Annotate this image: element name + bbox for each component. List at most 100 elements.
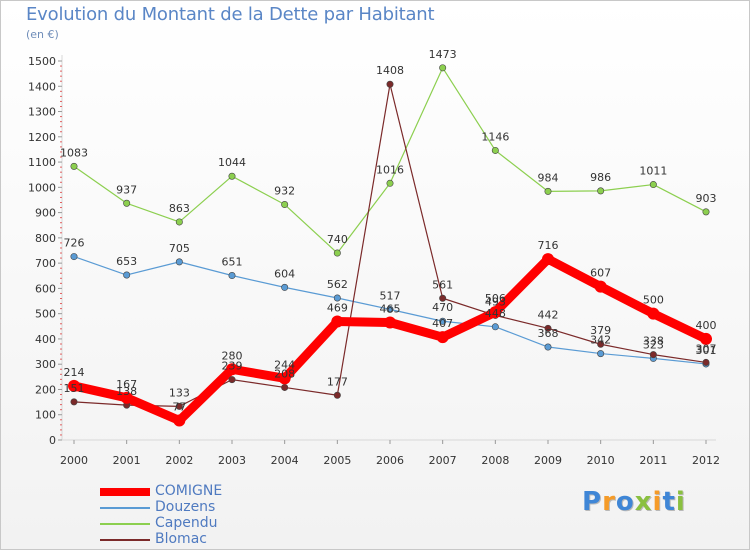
logo-letter: r (602, 487, 616, 517)
chart-subtitle: (en €) (26, 28, 59, 41)
data-label-comigne: 214 (64, 366, 85, 379)
data-label-blomac: 133 (169, 386, 190, 399)
data-label-comigne: 469 (327, 301, 348, 314)
y-tick-label: 300 (35, 358, 56, 371)
data-point-capendu (228, 172, 236, 180)
y-tick-label: 1000 (28, 181, 56, 194)
data-point-capendu (491, 146, 499, 154)
data-point-comigne (647, 307, 660, 320)
data-point-comigne (226, 363, 238, 376)
y-tick-label: 400 (35, 333, 56, 346)
series-line-capendu (73, 67, 707, 254)
data-point-blomac (597, 340, 605, 348)
data-label-blomac: 442 (538, 308, 559, 321)
data-label-comigne: 716 (538, 239, 559, 252)
data-label-capendu: 986 (590, 171, 611, 184)
data-point-comigne (384, 316, 396, 329)
data-label-comigne: 607 (590, 267, 611, 280)
data-label-comigne: 500 (643, 294, 664, 307)
data-point-blomac (281, 383, 289, 391)
y-tick-label: 700 (35, 257, 56, 270)
y-tick-label: 1100 (28, 156, 56, 169)
data-point-blomac (439, 294, 447, 302)
x-tick-label: 2003 (218, 454, 246, 467)
data-label-capendu: 1473 (429, 48, 457, 61)
data-point-comigne (68, 379, 80, 392)
y-tick-label: 200 (35, 383, 56, 396)
data-point-douzens (386, 305, 394, 313)
data-point-comigne (436, 331, 449, 344)
data-label-comigne: 506 (485, 292, 506, 305)
logo-letter: o (615, 487, 635, 517)
data-point-blomac (649, 351, 657, 359)
data-label-blomac: 379 (590, 324, 611, 337)
data-label-blomac: 138 (116, 385, 137, 398)
data-label-capendu: 740 (327, 233, 348, 246)
data-label-comigne: 407 (432, 317, 453, 330)
data-label-blomac: 239 (222, 360, 243, 373)
data-point-capendu (702, 208, 710, 216)
data-label-comigne: 465 (380, 303, 401, 316)
data-label-comigne: 280 (222, 349, 243, 362)
data-label-douzens: 517 (380, 289, 401, 302)
legend-label: Blomac (155, 531, 207, 547)
data-point-douzens (439, 317, 447, 325)
data-point-capendu (175, 218, 183, 226)
legend-swatch (100, 507, 150, 509)
x-tick-label: 2007 (429, 454, 457, 467)
x-tick-label: 2000 (60, 454, 88, 467)
x-tick-label: 2006 (376, 454, 404, 467)
y-tick-label: 800 (35, 232, 56, 245)
data-point-blomac (333, 391, 341, 399)
data-point-comigne (173, 414, 186, 427)
data-point-douzens (175, 258, 183, 266)
data-label-douzens: 562 (327, 278, 348, 291)
y-tick-label: 600 (35, 282, 56, 295)
x-tick-label: 2012 (692, 454, 720, 467)
data-point-comigne (278, 372, 291, 385)
y-tick-label: 1200 (28, 131, 56, 144)
data-label-douzens: 323 (643, 338, 664, 351)
x-tick-label: 2008 (481, 454, 509, 467)
data-label-douzens: 705 (169, 242, 190, 255)
data-label-blomac: 208 (274, 367, 295, 380)
data-label-douzens: 368 (538, 327, 559, 340)
data-label-douzens: 604 (274, 267, 295, 280)
data-point-comigne (489, 306, 502, 319)
y-tick-label: 1300 (28, 106, 56, 119)
x-tick-label: 2011 (639, 454, 667, 467)
y-tick-label: 500 (35, 308, 56, 321)
data-point-douzens (123, 271, 131, 279)
logo-letter: x (634, 487, 653, 517)
legend-swatch (100, 488, 150, 496)
data-point-blomac (70, 398, 78, 406)
data-point-blomac (175, 402, 183, 410)
data-label-capendu: 863 (169, 202, 190, 215)
data-point-comigne (700, 332, 712, 345)
legend-label: Douzens (155, 499, 216, 515)
data-point-capendu (333, 249, 341, 257)
x-tick-label: 2001 (113, 454, 141, 467)
data-label-capendu: 903 (696, 192, 717, 205)
data-point-capendu (386, 179, 394, 187)
legend-label: COMIGNE (155, 483, 223, 499)
data-point-douzens (70, 253, 78, 261)
data-label-douzens: 651 (222, 256, 243, 269)
logo-letter: t (662, 487, 676, 517)
data-label-blomac: 493 (485, 295, 506, 308)
logo-letter: i (652, 487, 663, 517)
data-point-capendu (281, 201, 289, 209)
chart-title: Evolution du Montant de la Dette par Hab… (26, 4, 435, 25)
data-label-capendu: 984 (538, 171, 559, 184)
data-point-blomac (544, 324, 552, 332)
data-point-capendu (439, 64, 447, 72)
data-point-capendu (649, 181, 657, 189)
data-label-blomac: 561 (432, 278, 453, 291)
data-label-blomac: 151 (64, 382, 85, 395)
data-label-capendu: 1011 (639, 165, 667, 178)
data-point-blomac (702, 358, 710, 366)
data-point-comigne (120, 391, 133, 404)
data-label-comigne: 244 (274, 358, 295, 371)
data-label-capendu: 1016 (376, 163, 404, 176)
